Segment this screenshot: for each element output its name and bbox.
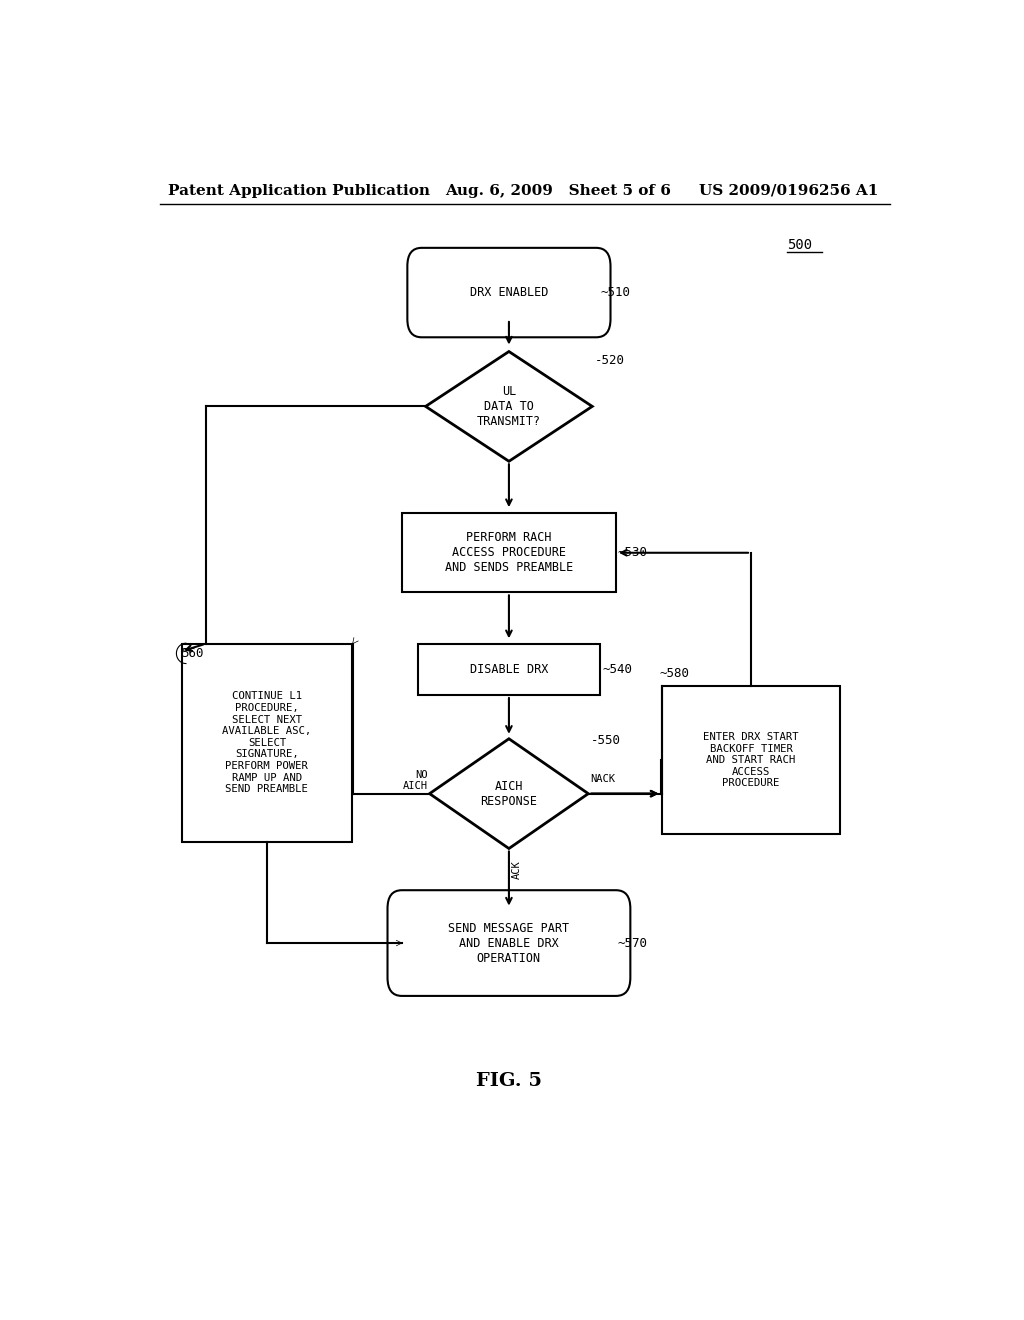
Text: ACK: ACK	[512, 859, 522, 879]
Text: 560: 560	[181, 647, 204, 660]
Text: ~580: ~580	[659, 667, 690, 680]
Text: -550: -550	[591, 734, 621, 747]
FancyBboxPatch shape	[387, 890, 631, 995]
Text: Patent Application Publication: Patent Application Publication	[168, 183, 430, 198]
Bar	[181, 644, 352, 842]
Text: SEND MESSAGE PART
AND ENABLE DRX
OPERATION: SEND MESSAGE PART AND ENABLE DRX OPERATI…	[449, 921, 569, 965]
Text: ~540: ~540	[602, 663, 633, 676]
Text: FIG. 5: FIG. 5	[476, 1072, 542, 1090]
Text: UL
DATA TO
TRANSMIT?: UL DATA TO TRANSMIT?	[477, 385, 541, 428]
Text: ~570: ~570	[617, 937, 647, 949]
Text: NACK: NACK	[591, 775, 615, 784]
Text: ~510: ~510	[600, 286, 630, 300]
Text: ~530: ~530	[617, 546, 647, 560]
Bar	[418, 644, 600, 696]
FancyBboxPatch shape	[408, 248, 610, 338]
Polygon shape	[430, 739, 588, 849]
Text: US 2009/0196256 A1: US 2009/0196256 A1	[699, 183, 879, 198]
Text: Aug. 6, 2009   Sheet 5 of 6: Aug. 6, 2009 Sheet 5 of 6	[445, 183, 672, 198]
Text: CONTINUE L1
PROCEDURE,
SELECT NEXT
AVAILABLE ASC,
SELECT
SIGNATURE,
PERFORM POWE: CONTINUE L1 PROCEDURE, SELECT NEXT AVAIL…	[222, 692, 311, 795]
Text: DISABLE DRX: DISABLE DRX	[470, 663, 548, 676]
Text: ENTER DRX START
BACKOFF TIMER
AND START RACH
ACCESS
PROCEDURE: ENTER DRX START BACKOFF TIMER AND START …	[703, 731, 799, 788]
Text: 500: 500	[786, 238, 812, 252]
Text: NO
AICH: NO AICH	[403, 770, 428, 791]
Text: DRX ENABLED: DRX ENABLED	[470, 286, 548, 300]
Polygon shape	[426, 351, 592, 461]
Text: PERFORM RACH
ACCESS PROCEDURE
AND SENDS PREAMBLE: PERFORM RACH ACCESS PROCEDURE AND SENDS …	[444, 531, 573, 574]
Bar	[401, 513, 616, 593]
Text: -520: -520	[595, 354, 625, 367]
Text: AICH
RESPONSE: AICH RESPONSE	[480, 780, 538, 808]
Bar	[662, 686, 841, 834]
